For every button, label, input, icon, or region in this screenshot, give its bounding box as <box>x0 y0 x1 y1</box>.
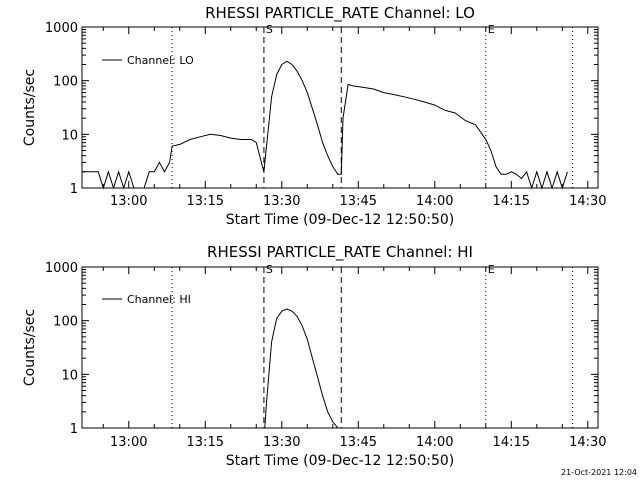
y-tick-label: 10 <box>61 368 78 383</box>
x-tick-label: 14:30 <box>569 435 606 450</box>
time-marker-label: E <box>488 263 495 276</box>
x-axis-label: Start Time (09-Dec-12 12:50:50) <box>226 212 454 228</box>
x-tick-label: 13:30 <box>263 435 300 450</box>
chart-title: RHESSI PARTICLE_RATE Channel: HI <box>207 243 473 262</box>
y-tick-label: 10 <box>61 128 78 143</box>
time-marker-label: S <box>266 23 273 36</box>
series-line <box>264 308 339 429</box>
x-tick-label: 13:45 <box>340 194 377 209</box>
legend-entry: Channel: HI <box>127 293 191 306</box>
x-tick-label: 14:30 <box>569 194 606 209</box>
chart-panel-2: RHESSI PARTICLE_RATE Channel: HI 13:00 13:… <box>22 243 607 469</box>
y-tick-label: 1 <box>70 422 78 437</box>
y-tick-label: 1 <box>70 182 78 197</box>
timestamp-label: 21-Oct-2021 12:04 <box>561 468 637 477</box>
x-tick-label: 13:30 <box>263 194 300 209</box>
y-axis-label: Counts/sec <box>22 69 38 146</box>
y-tick-label: 100 <box>53 75 78 90</box>
y-tick-label: 1000 <box>45 21 78 36</box>
series-line <box>82 60 568 190</box>
y-tick-label: 1000 <box>45 261 78 276</box>
y-tick-label: 100 <box>53 315 78 330</box>
plot-frame <box>81 26 599 189</box>
x-tick-label: 14:15 <box>493 435 530 450</box>
x-axis-label: Start Time (09-Dec-12 12:50:50) <box>226 453 454 469</box>
chart-panel-1: RHESSI PARTICLE_RATE Channel: LO 13:00 13:… <box>22 4 607 228</box>
x-tick-label: 14:15 <box>493 194 530 209</box>
chart-title: RHESSI PARTICLE_RATE Channel: LO <box>205 4 475 23</box>
time-marker-label: S <box>266 263 273 276</box>
x-tick-label: 13:15 <box>187 435 224 450</box>
x-tick-label: 14:00 <box>416 435 453 450</box>
legend-entry: Channel: LO <box>127 54 194 67</box>
x-tick-label: 13:15 <box>187 194 224 209</box>
x-tick-label: 13:45 <box>340 435 377 450</box>
plot-frame <box>81 266 599 429</box>
x-tick-label: 13:00 <box>110 194 147 209</box>
time-marker-label: E <box>488 23 495 36</box>
y-axis-label: Counts/sec <box>22 309 38 386</box>
x-tick-label: 13:00 <box>110 435 147 450</box>
x-tick-label: 14:00 <box>416 194 453 209</box>
